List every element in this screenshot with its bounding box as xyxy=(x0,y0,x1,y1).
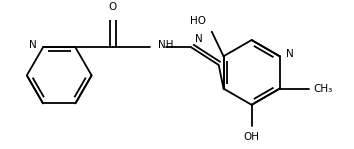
Text: NH: NH xyxy=(158,40,173,50)
Text: N: N xyxy=(195,34,203,44)
Text: O: O xyxy=(109,2,117,12)
Text: OH: OH xyxy=(244,132,259,142)
Text: N: N xyxy=(29,40,37,50)
Text: HO: HO xyxy=(190,16,206,26)
Text: CH₃: CH₃ xyxy=(313,84,332,94)
Text: N: N xyxy=(286,49,293,59)
